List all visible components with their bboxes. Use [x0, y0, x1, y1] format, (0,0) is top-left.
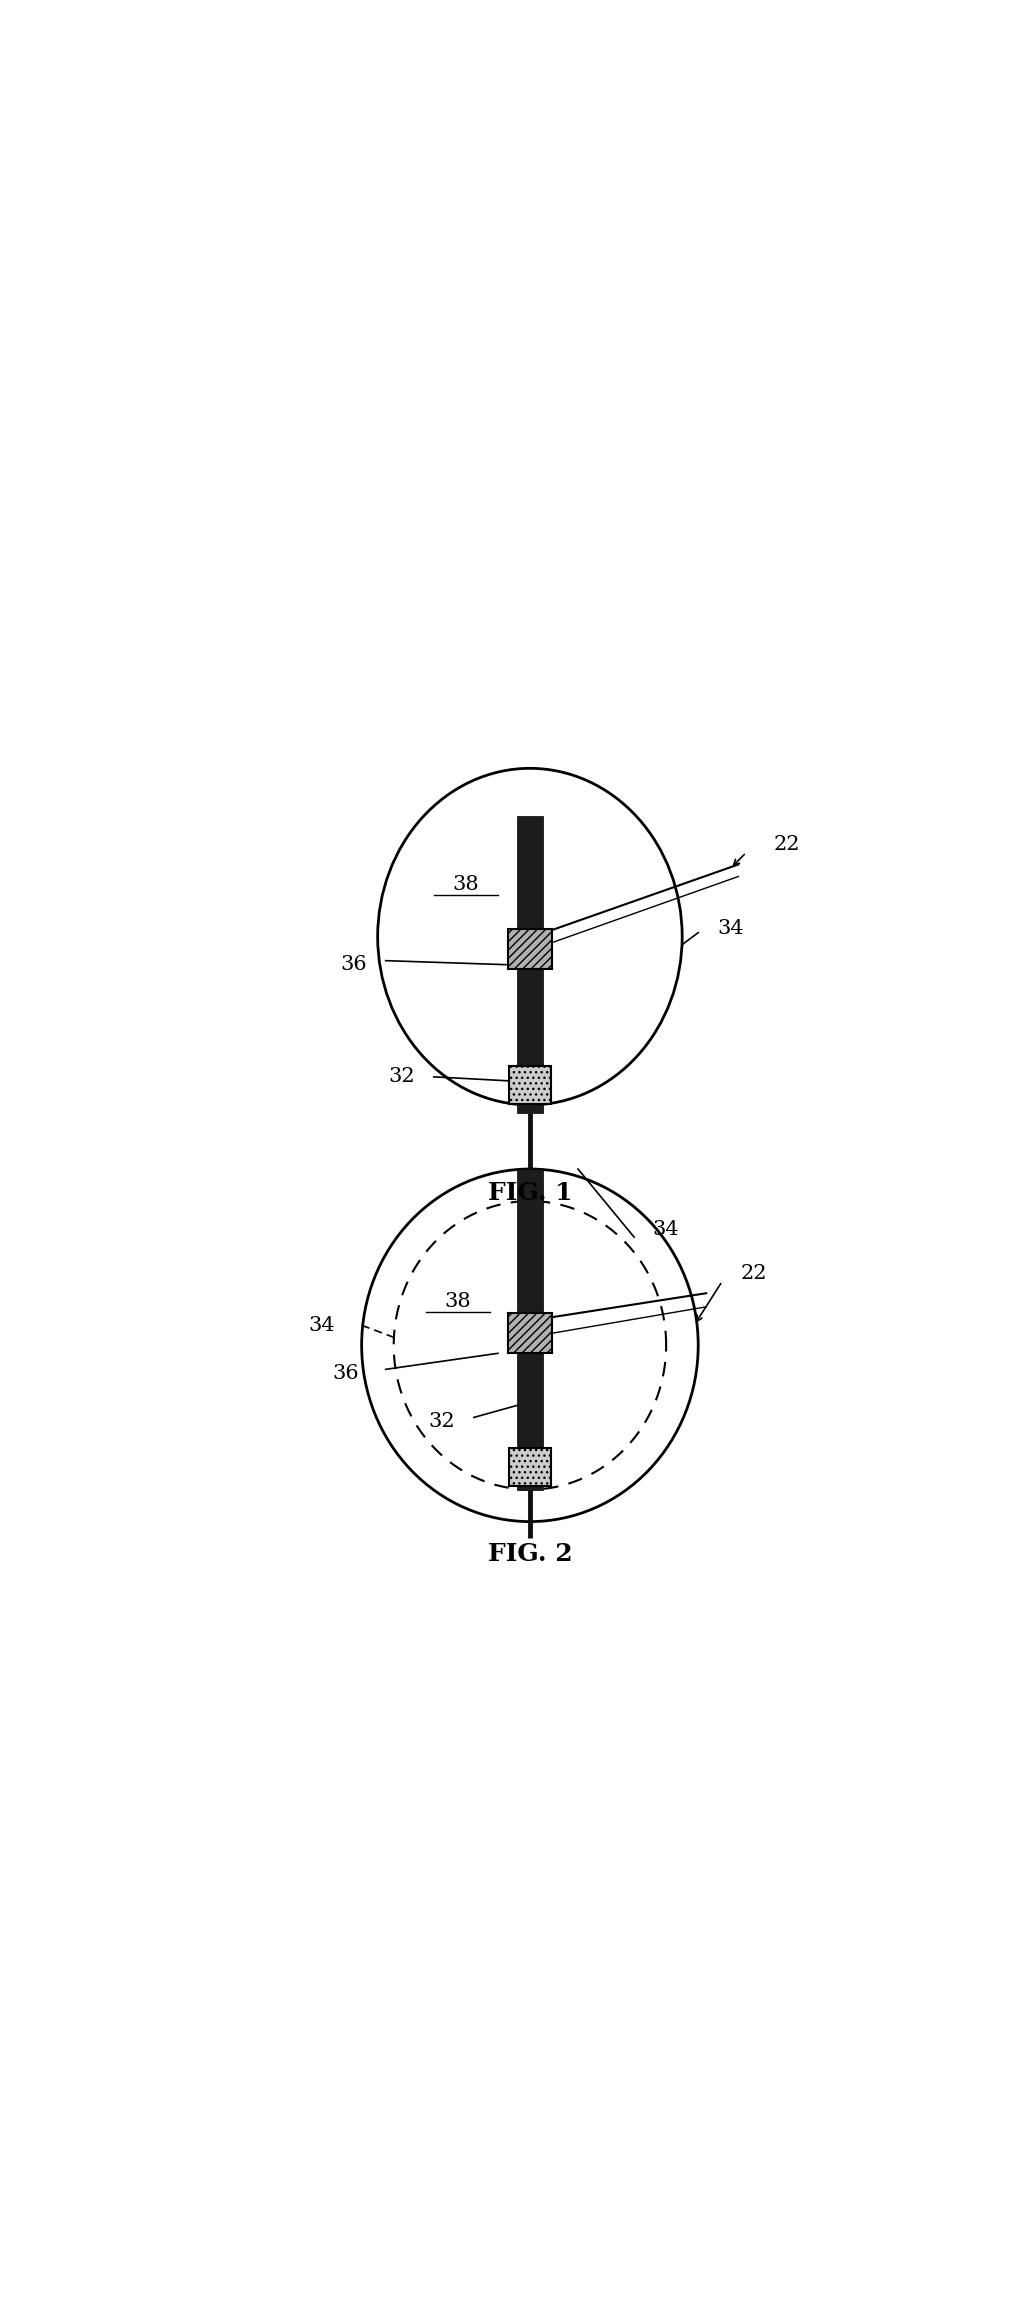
- Text: 34: 34: [308, 1315, 335, 1336]
- Text: 22: 22: [773, 835, 799, 853]
- Bar: [509, 1067, 551, 1104]
- Text: 32: 32: [428, 1412, 455, 1430]
- Text: FIG. 1: FIG. 1: [488, 1182, 572, 1205]
- Text: 38: 38: [445, 1292, 472, 1310]
- Bar: [517, 1168, 543, 1490]
- Bar: [517, 816, 543, 1113]
- Text: 22: 22: [741, 1264, 767, 1283]
- Text: 34: 34: [717, 920, 743, 938]
- Text: 36: 36: [332, 1363, 359, 1384]
- Bar: [508, 929, 552, 968]
- Text: 38: 38: [453, 876, 479, 894]
- Text: 32: 32: [389, 1067, 415, 1087]
- Bar: [508, 1313, 552, 1354]
- Text: FIG. 2: FIG. 2: [488, 1543, 572, 1566]
- Text: 36: 36: [340, 954, 367, 975]
- Text: 34: 34: [652, 1218, 679, 1239]
- Bar: [509, 1448, 551, 1487]
